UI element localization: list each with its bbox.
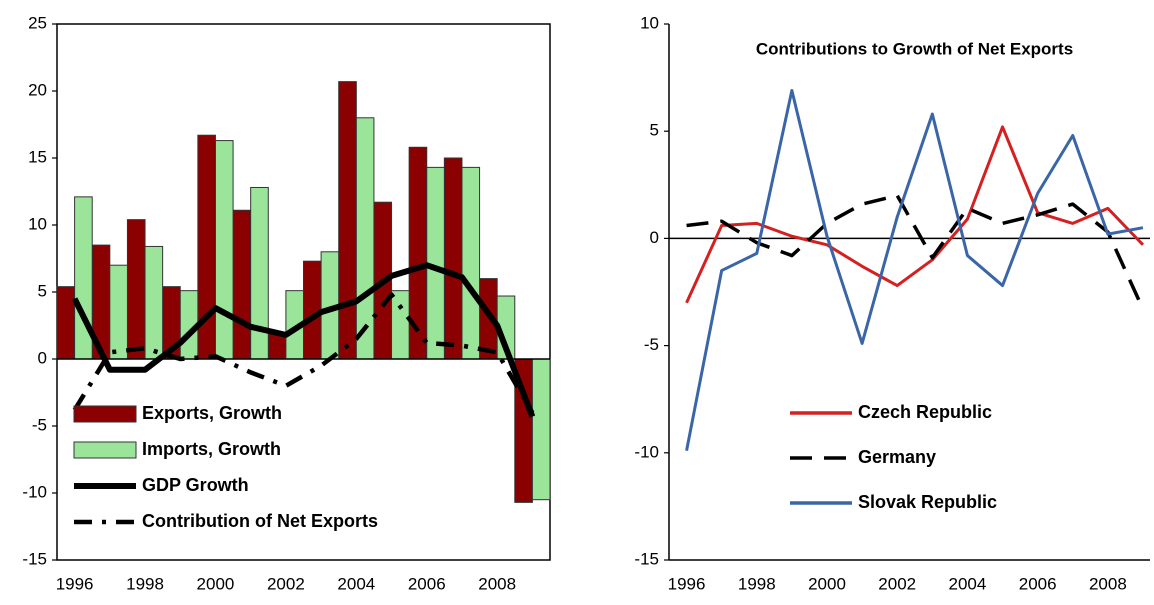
x-tick-label: 2006 xyxy=(408,574,446,593)
y-tick-label: -15 xyxy=(22,549,47,568)
y-tick-label: 5 xyxy=(650,121,659,140)
bar xyxy=(303,260,322,360)
bar xyxy=(338,81,357,360)
series-line xyxy=(685,88,1144,451)
x-tick-label: 1998 xyxy=(738,574,776,593)
series-line xyxy=(71,262,536,418)
legend-swatch xyxy=(73,405,137,423)
y-tick-label: 0 xyxy=(650,228,659,247)
y-tick-label: 25 xyxy=(28,13,47,32)
series-line xyxy=(685,125,1145,304)
x-tick-label: 2000 xyxy=(197,574,235,593)
y-tick-label: 10 xyxy=(640,13,659,32)
bar xyxy=(56,286,76,360)
y-tick-label: 20 xyxy=(28,80,47,99)
x-tick-label: 2008 xyxy=(478,574,516,593)
x-tick-label: 1996 xyxy=(668,574,706,593)
legend-label: Czech Republic xyxy=(858,402,992,422)
legend-label: GDP Growth xyxy=(142,475,249,495)
x-tick-label: 2004 xyxy=(949,574,987,593)
x-tick-label: 2006 xyxy=(1019,574,1057,593)
x-tick-label: 2000 xyxy=(808,574,846,593)
bar xyxy=(109,264,128,360)
x-tick-label: 2002 xyxy=(267,574,305,593)
x-tick-label: 2002 xyxy=(878,574,916,593)
y-tick-label: -15 xyxy=(634,549,659,568)
x-tick-label: 1998 xyxy=(126,574,164,593)
y-tick-label: -5 xyxy=(644,335,659,354)
bar xyxy=(355,117,375,360)
bar xyxy=(214,140,234,360)
bar xyxy=(144,245,164,360)
bar xyxy=(461,166,481,360)
chart-title: Contributions to Growth of Net Exports xyxy=(756,39,1073,58)
legend-swatch xyxy=(73,441,137,459)
bar xyxy=(126,219,146,360)
bar xyxy=(232,209,252,360)
legend-label: Germany xyxy=(858,447,936,467)
bar xyxy=(531,358,551,501)
legend-label: Slovak Republic xyxy=(858,492,997,512)
y-tick-label: 5 xyxy=(38,281,47,300)
y-tick-label: 10 xyxy=(28,214,47,233)
y-tick-label: -10 xyxy=(634,442,659,461)
x-tick-label: 2004 xyxy=(337,574,375,593)
y-tick-label: -5 xyxy=(32,415,47,434)
y-tick-label: 15 xyxy=(28,147,47,166)
x-tick-label: 1996 xyxy=(56,574,94,593)
legend-label: Imports, Growth xyxy=(142,439,281,459)
legend-label: Exports, Growth xyxy=(142,403,282,423)
x-tick-label: 2008 xyxy=(1089,574,1127,593)
y-tick-label: 0 xyxy=(38,348,47,367)
legend-label: Contribution of Net Exports xyxy=(142,511,378,531)
bar xyxy=(267,333,287,360)
series-line xyxy=(686,193,1145,310)
bar xyxy=(391,290,410,360)
bar xyxy=(443,157,463,360)
y-tick-label: -10 xyxy=(22,482,47,501)
